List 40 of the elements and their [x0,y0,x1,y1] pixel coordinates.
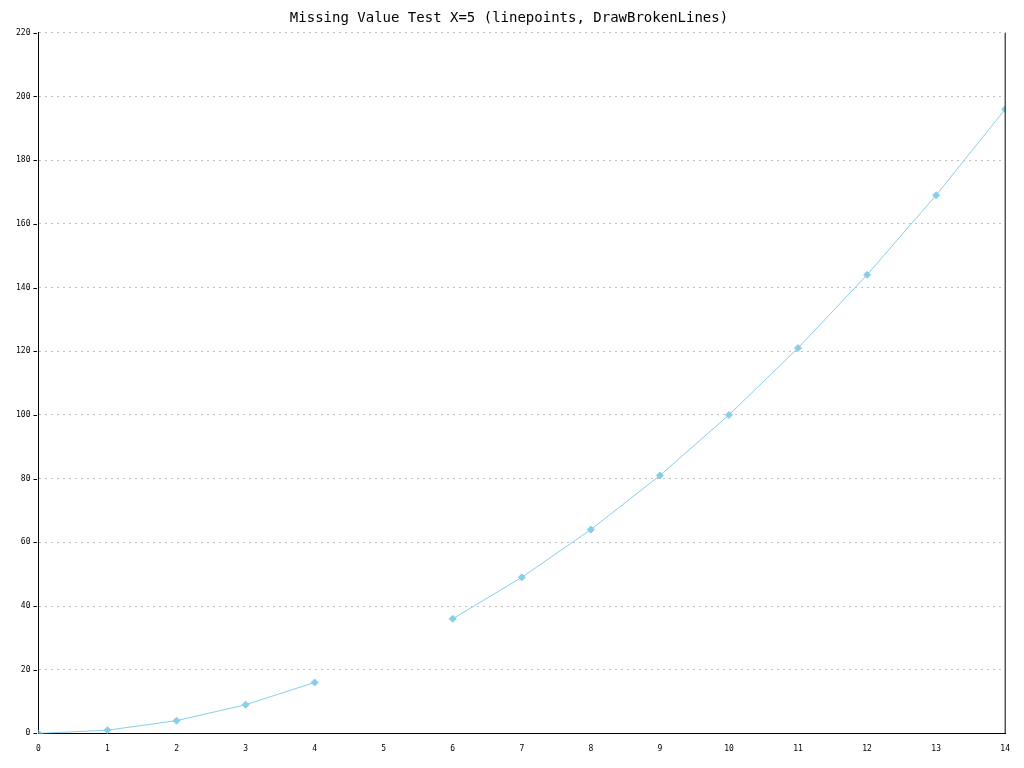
point [172,716,181,725]
y-tick-label: 140 [16,282,31,292]
point [863,270,872,279]
y-tick-label: 180 [16,155,31,165]
x-tick-label: 8 [588,744,594,754]
x-tick-label: 14 [1000,744,1011,754]
y-tick-label: 60 [20,537,31,547]
x-tick-label: 5 [381,744,387,754]
x-tick-label: 3 [243,744,249,754]
point [586,525,595,534]
point [794,344,803,353]
x-tick-label: 0 [36,744,42,754]
y-tick-label: 80 [20,473,31,483]
point [517,573,526,582]
point [103,726,112,734]
x-tick-label: 2 [174,744,180,754]
point [932,191,941,200]
point [448,614,457,623]
point [724,410,733,419]
y-tick-label: 220 [16,27,31,37]
y-tick-label: 100 [16,410,31,420]
x-tick-label: 7 [519,744,525,754]
y-tick-label: 120 [16,346,31,356]
x-tick-label: 4 [312,744,318,754]
x-tick-label: 1 [105,744,111,754]
y-tick-label: 40 [20,601,31,611]
x-tick-label: 9 [657,744,663,754]
y-tick-label: 20 [20,664,31,674]
point [310,678,319,687]
chart-title: Missing Value Test X=5 (linepoints, DrawBrokenLines) [289,9,729,26]
x-tick-label: 12 [862,744,873,754]
point [655,471,664,480]
y-tick-label: 0 [25,728,31,738]
y-tick-label: 200 [16,91,31,101]
point [241,700,250,709]
x-tick-label: 10 [724,744,734,754]
y-tick-label: 160 [16,218,31,228]
x-tick-label: 6 [450,744,456,754]
x-tick-label: 13 [931,744,942,754]
x-tick-label: 11 [793,744,804,754]
